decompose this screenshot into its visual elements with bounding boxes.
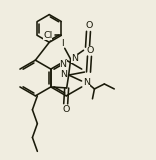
Text: O: O	[86, 21, 93, 30]
Text: Cl: Cl	[43, 31, 52, 40]
Text: N: N	[60, 60, 66, 69]
Text: N: N	[71, 54, 78, 63]
Text: I: I	[61, 39, 64, 48]
Text: O: O	[62, 105, 69, 114]
Text: O: O	[87, 46, 94, 55]
Text: N: N	[83, 78, 90, 88]
Text: N: N	[60, 70, 67, 79]
